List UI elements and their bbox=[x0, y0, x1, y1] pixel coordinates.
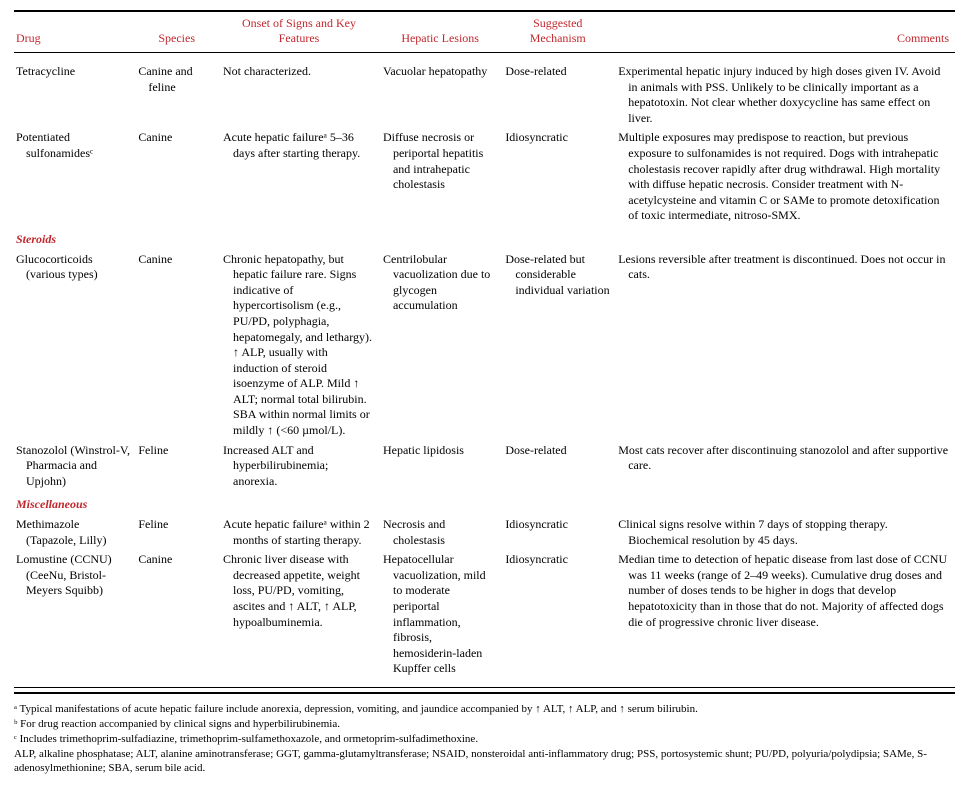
table-row: Methimazole (Tapazole, Lilly) Feline Acu… bbox=[14, 515, 955, 550]
cell-lesions: Necrosis and cholestasis bbox=[381, 515, 503, 550]
cell-onset: Chronic liver disease with decreased app… bbox=[221, 550, 381, 679]
section-steroids: Steroids bbox=[14, 226, 955, 250]
cell-drug: Potentiated sulfonamidesᶜ bbox=[14, 128, 136, 226]
cell-comments: Clinical signs resolve within 7 days of … bbox=[616, 515, 955, 550]
cell-species: Feline bbox=[136, 515, 221, 550]
cell-species: Canine bbox=[136, 250, 221, 441]
cell-species: Feline bbox=[136, 441, 221, 492]
table-row: Potentiated sulfonamidesᶜ Canine Acute h… bbox=[14, 128, 955, 226]
section-misc: Miscellaneous bbox=[14, 491, 955, 515]
table-row: Stanozolol (Winstrol-V, Pharmacia and Up… bbox=[14, 441, 955, 492]
cell-comments: Median time to detection of hepatic dise… bbox=[616, 550, 955, 679]
cell-mechanism: Idiosyncratic bbox=[503, 550, 616, 679]
cell-onset: Not characterized. bbox=[221, 62, 381, 128]
body-rule-bottom-thick bbox=[14, 693, 955, 696]
cell-mechanism: Dose-related bbox=[503, 62, 616, 128]
drug-table: Drug Species Onset of Signs and Key Feat… bbox=[14, 10, 955, 696]
table-row: Glucocorticoids (various types) Canine C… bbox=[14, 250, 955, 441]
header-row: Drug Species Onset of Signs and Key Feat… bbox=[14, 14, 955, 53]
col-comments: Comments bbox=[616, 14, 955, 53]
cell-drug: Glucocorticoids (various types) bbox=[14, 250, 136, 441]
cell-lesions: Centrilobular vacuolization due to glyco… bbox=[381, 250, 503, 441]
footnote-c: ᶜ Includes trimethoprim-sulfadiazine, tr… bbox=[14, 732, 955, 747]
footnotes: ᵃ Typical manifestations of acute hepati… bbox=[14, 702, 955, 776]
table-row: Lomustine (CCNU) (CeeNu, Bristol-Meyers … bbox=[14, 550, 955, 679]
footnote-a: ᵃ Typical manifestations of acute hepati… bbox=[14, 702, 955, 717]
cell-onset: Chronic hepatopathy, but hepatic failure… bbox=[221, 250, 381, 441]
col-lesions: Hepatic Lesions bbox=[381, 14, 503, 53]
footnote-b: ᵇ For drug reaction accompanied by clini… bbox=[14, 717, 955, 732]
cell-lesions: Hepatic lipidosis bbox=[381, 441, 503, 492]
table-row: Tetracycline Canine and feline Not chara… bbox=[14, 62, 955, 128]
section-title: Miscellaneous bbox=[14, 491, 955, 515]
cell-onset: Acute hepatic failureᵃ 5–36 days after s… bbox=[221, 128, 381, 226]
cell-species: Canine bbox=[136, 128, 221, 226]
section-title: Steroids bbox=[14, 226, 955, 250]
cell-comments: Lesions reversible after treatment is di… bbox=[616, 250, 955, 441]
cell-comments: Most cats recover after discontinuing st… bbox=[616, 441, 955, 492]
col-mechanism: Suggested Mechanism bbox=[503, 14, 616, 53]
cell-drug: Methimazole (Tapazole, Lilly) bbox=[14, 515, 136, 550]
cell-comments: Multiple exposures may predispose to rea… bbox=[616, 128, 955, 226]
col-onset: Onset of Signs and Key Features bbox=[221, 14, 381, 53]
cell-species: Canine and feline bbox=[136, 62, 221, 128]
col-drug: Drug bbox=[14, 14, 136, 53]
footnote-abbr: ALP, alkaline phosphatase; ALT, alanine … bbox=[14, 747, 955, 777]
cell-drug: Lomustine (CCNU) (CeeNu, Bristol-Meyers … bbox=[14, 550, 136, 679]
cell-mechanism: Dose-related bbox=[503, 441, 616, 492]
cell-mechanism: Idiosyncratic bbox=[503, 128, 616, 226]
cell-species: Canine bbox=[136, 550, 221, 679]
cell-comments: Experimental hepatic injury induced by h… bbox=[616, 62, 955, 128]
col-species: Species bbox=[136, 14, 221, 53]
page-container: Drug Species Onset of Signs and Key Feat… bbox=[0, 0, 969, 790]
cell-onset: Increased ALT and hyperbilirubinemia; an… bbox=[221, 441, 381, 492]
cell-lesions: Hepatocellular vacuolization, mild to mo… bbox=[381, 550, 503, 679]
cell-lesions: Vacuolar hepatopathy bbox=[381, 62, 503, 128]
cell-mechanism: Idiosyncratic bbox=[503, 515, 616, 550]
cell-mechanism: Dose-related but considerable individual… bbox=[503, 250, 616, 441]
cell-drug: Tetracycline bbox=[14, 62, 136, 128]
cell-drug: Stanozolol (Winstrol-V, Pharmacia and Up… bbox=[14, 441, 136, 492]
cell-lesions: Diffuse necrosis or periportal hepatitis… bbox=[381, 128, 503, 226]
cell-onset: Acute hepatic failureᵃ within 2 months o… bbox=[221, 515, 381, 550]
